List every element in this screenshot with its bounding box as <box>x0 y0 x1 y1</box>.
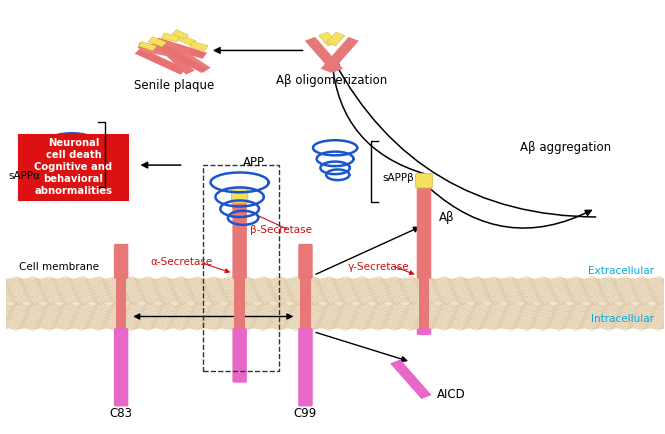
Bar <box>234 278 245 329</box>
Polygon shape <box>163 41 211 72</box>
Text: Senile plaque: Senile plaque <box>134 79 214 92</box>
FancyBboxPatch shape <box>232 328 247 383</box>
Polygon shape <box>148 36 167 47</box>
FancyBboxPatch shape <box>114 244 128 279</box>
FancyBboxPatch shape <box>298 328 313 407</box>
FancyBboxPatch shape <box>232 201 247 279</box>
Polygon shape <box>305 37 343 72</box>
Text: C99: C99 <box>294 408 317 421</box>
Polygon shape <box>162 33 180 42</box>
Text: α-Secretase: α-Secretase <box>151 257 213 267</box>
Bar <box>203 165 279 371</box>
FancyBboxPatch shape <box>114 328 128 407</box>
Polygon shape <box>321 37 359 72</box>
Text: β-Secretase: β-Secretase <box>249 225 311 235</box>
Polygon shape <box>319 32 337 46</box>
Polygon shape <box>138 42 156 51</box>
Polygon shape <box>154 38 207 59</box>
FancyBboxPatch shape <box>231 188 248 203</box>
Bar <box>6 278 664 329</box>
Text: Aβ aggregation: Aβ aggregation <box>520 141 611 154</box>
FancyBboxPatch shape <box>19 135 128 200</box>
Text: Cell membrane: Cell membrane <box>19 262 99 272</box>
FancyBboxPatch shape <box>417 185 431 279</box>
Text: sAPPα: sAPPα <box>8 171 40 181</box>
Text: Neuronal
cell death
Cognitive and
behavioral
abnormalities: Neuronal cell death Cognitive and behavi… <box>35 138 112 196</box>
Polygon shape <box>160 45 207 73</box>
Text: sAPPβ: sAPPβ <box>382 173 414 183</box>
Bar <box>300 278 311 329</box>
Bar <box>419 278 429 329</box>
FancyBboxPatch shape <box>417 328 431 335</box>
Polygon shape <box>135 48 187 75</box>
Text: C83: C83 <box>110 408 132 421</box>
Polygon shape <box>153 39 195 75</box>
Polygon shape <box>390 359 432 399</box>
Polygon shape <box>190 42 208 51</box>
Text: Aβ oligomerization: Aβ oligomerization <box>276 74 388 87</box>
Polygon shape <box>172 30 189 39</box>
Text: γ-Secretase: γ-Secretase <box>348 262 410 272</box>
Text: Extracellular: Extracellular <box>589 266 654 276</box>
Polygon shape <box>327 32 345 46</box>
FancyBboxPatch shape <box>298 244 313 279</box>
Text: Aβ: Aβ <box>439 210 455 224</box>
Text: AICD: AICD <box>437 388 466 401</box>
Bar <box>116 278 126 329</box>
FancyBboxPatch shape <box>77 183 88 198</box>
Polygon shape <box>138 43 190 54</box>
Text: Intracellular: Intracellular <box>591 314 654 324</box>
Polygon shape <box>178 35 196 46</box>
Polygon shape <box>140 45 194 60</box>
Text: APP: APP <box>243 156 265 169</box>
FancyBboxPatch shape <box>416 173 432 188</box>
